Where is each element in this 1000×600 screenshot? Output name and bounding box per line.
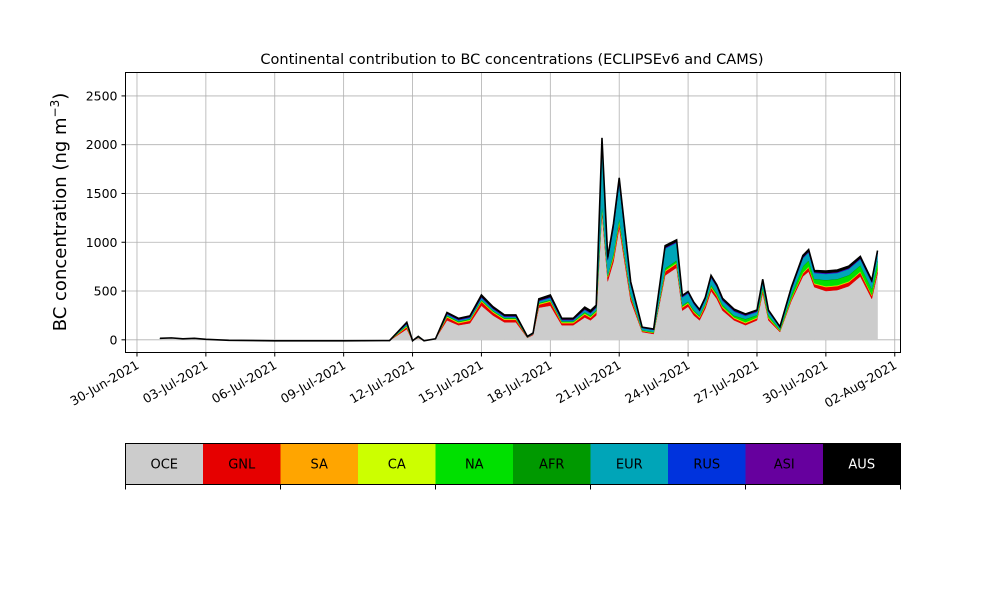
legend-swatch-gnl [203,443,281,485]
legend-swatch-afr [513,443,591,485]
y-tick-label: 2500 [86,88,118,103]
legend-label-ca: CA [388,458,406,473]
x-tick-label: 15-Jul-2021 [416,357,486,406]
x-tick-label: 02-Aug-2021 [822,357,900,410]
x-axis: 30-Jun-202103-Jul-202106-Jul-202109-Jul-… [67,352,900,411]
legend-label-aus: AUS [848,458,875,473]
x-tick-label: 09-Jul-2021 [278,357,348,406]
x-tick-label: 24-Jul-2021 [622,357,692,406]
legend-label-asi: ASI [774,458,795,473]
legend-swatch-rus [668,443,746,485]
legend-swatch-aus [823,443,901,485]
legend-label-gnl: GNL [228,458,256,473]
y-axis-label-close: ) [50,93,71,100]
total-outline [159,137,879,343]
legend-swatch-eur [590,443,669,485]
chart-title: Continental contribution to BC concentra… [260,52,763,68]
y-axis-label-main: BC concentration (ng m [50,117,71,331]
y-axis: 0 500 1000 1500 2000 2500 [86,88,126,347]
stacked-areas [159,137,879,343]
y-axis-label-superscript: −3 [48,100,62,118]
x-tick-label: 06-Jul-2021 [209,357,279,406]
y-tick-label: 1000 [86,235,118,250]
x-tick-label: 18-Jul-2021 [485,357,555,406]
legend-label-na: NA [465,458,484,473]
y-tick-label: 1500 [86,186,118,201]
legend-label-oce: OCE [150,458,178,473]
legend-label-afr: AFR [539,458,564,473]
legend-colorbar: OCE GNL SA CA NA AFR EUR RUS ASI AUS [125,443,901,490]
legend-swatch-sa [280,443,359,485]
y-axis-label: BC concentration (ng m−3) [48,93,71,332]
legend-frame [125,443,901,485]
x-tick-label: 30-Jun-2021 [67,357,141,408]
legend-swatch-asi [745,443,824,485]
x-tick-label: 21-Jul-2021 [553,357,623,406]
legend-swatch-ca [358,443,436,485]
x-tick-label: 12-Jul-2021 [347,357,417,406]
legend-label-eur: EUR [616,458,643,473]
legend-swatch-oce [125,443,204,485]
y-tick-label: 2000 [86,137,118,152]
area-aus [159,137,878,342]
y-tick-label: 500 [94,284,118,299]
legend-swatch-na [435,443,514,485]
y-tick-label: 0 [110,332,118,347]
legend-label-rus: RUS [693,458,720,473]
legend-label-sa: SA [311,458,328,473]
plot-frame [125,72,901,353]
x-tick-label: 27-Jul-2021 [691,357,761,406]
x-tick-label: 30-Jul-2021 [760,357,830,406]
x-tick-label: 03-Jul-2021 [140,357,210,406]
